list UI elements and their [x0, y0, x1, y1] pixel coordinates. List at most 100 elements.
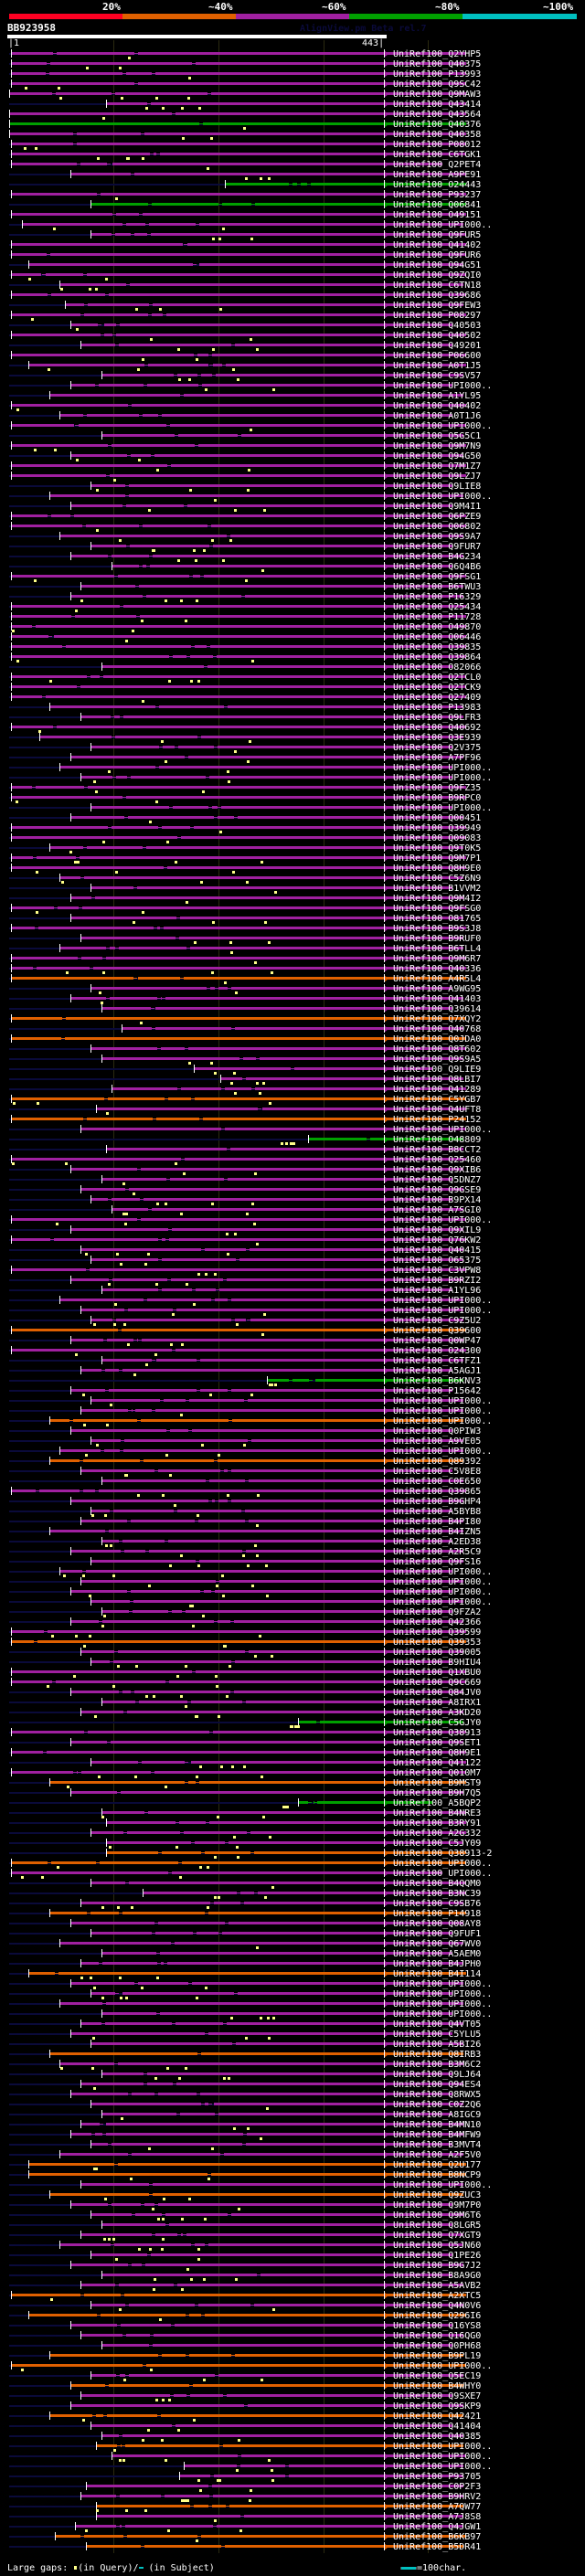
alignment-row[interactable]: UniRef100_Q42366: [0, 1617, 585, 1627]
alignment-row[interactable]: UniRef100_Q8RWX5: [0, 2090, 585, 2100]
subject-label-link[interactable]: UniRef100_C9Z5U2: [393, 1316, 482, 1326]
subject-label-link[interactable]: UniRef100_UPI000..: [393, 1296, 493, 1306]
alignment-row[interactable]: UniRef100_Q9M4I1: [0, 502, 585, 512]
alignment-row[interactable]: UniRef100_B8CCT2: [0, 1145, 585, 1155]
subject-label-link[interactable]: UniRef100_O24300: [393, 1346, 482, 1356]
alignment-row[interactable]: UniRef100_Q89392: [0, 1457, 585, 1467]
subject-label-link[interactable]: UniRef100_B4MN10: [393, 2120, 482, 2130]
alignment-row[interactable]: UniRef100_Q9MAW3: [0, 90, 585, 100]
alignment-row[interactable]: UniRef100_C3VPW8: [0, 1266, 585, 1276]
alignment-row[interactable]: UniRef100_Q9FSG1: [0, 572, 585, 582]
subject-label-link[interactable]: UniRef100_Q8LBI7: [393, 1075, 482, 1085]
alignment-row[interactable]: UniRef100_Q39949: [0, 823, 585, 833]
alignment-row[interactable]: UniRef100_B8A9G0: [0, 2271, 585, 2281]
subject-label-link[interactable]: UniRef100_UPI000..: [393, 2452, 493, 2462]
subject-label-link[interactable]: UniRef100_Q9FZA2: [393, 1607, 482, 1617]
subject-label-link[interactable]: UniRef100_Q0PH68: [393, 2341, 482, 2351]
subject-label-link[interactable]: UniRef100_Q6Q4B6: [393, 562, 482, 572]
subject-label-link[interactable]: UniRef100_P08297: [393, 311, 482, 321]
subject-label-link[interactable]: UniRef100_Q42366: [393, 1617, 482, 1627]
alignment-row[interactable]: UniRef100_Q9FSG0: [0, 904, 585, 914]
subject-label-link[interactable]: UniRef100_A7J8S8: [393, 2512, 482, 2522]
alignment-row[interactable]: UniRef100_Q7XQY2: [0, 1014, 585, 1024]
subject-label-link[interactable]: UniRef100_Q8H9E1: [393, 1748, 482, 1758]
alignment-row[interactable]: UniRef100_Q9M6T6: [0, 2210, 585, 2221]
subject-label-link[interactable]: UniRef100_P15642: [393, 1386, 482, 1396]
subject-label-link[interactable]: UniRef100_B3MVT4: [393, 2140, 482, 2150]
subject-label-link[interactable]: UniRef100_Q010M7: [393, 1768, 482, 1778]
alignment-row[interactable]: UniRef100_B9RPC0: [0, 793, 585, 803]
alignment-row[interactable]: UniRef100_B9HIU4: [0, 1658, 585, 1668]
subject-label-link[interactable]: UniRef100_O65375: [393, 1256, 482, 1266]
subject-label-link[interactable]: UniRef100_Q9ZUC3: [393, 2190, 482, 2200]
alignment-row[interactable]: UniRef100_B4IZN5: [0, 1527, 585, 1537]
alignment-row[interactable]: UniRef100_B3RY91: [0, 1818, 585, 1829]
alignment-row[interactable]: UniRef100_Q39353: [0, 1638, 585, 1648]
subject-label-link[interactable]: UniRef100_Q7M1Z7: [393, 461, 482, 472]
alignment-row[interactable]: UniRef100_Q40503: [0, 321, 585, 331]
subject-label-link[interactable]: UniRef100_Q38913: [393, 1728, 482, 1738]
subject-label-link[interactable]: UniRef100_Q8LGR5: [393, 2221, 482, 2231]
alignment-row[interactable]: UniRef100_A2R5C9: [0, 1547, 585, 1557]
alignment-row[interactable]: UniRef100_C5YGB7: [0, 1095, 585, 1105]
subject-label-link[interactable]: UniRef100_Q0JDA0: [393, 1034, 482, 1044]
alignment-row[interactable]: UniRef100_Q94G51: [0, 260, 585, 270]
subject-label-link[interactable]: UniRef100_UPI000..: [393, 803, 493, 813]
subject-label-link[interactable]: UniRef100_UPI000..: [393, 1447, 493, 1457]
subject-label-link[interactable]: UniRef100_UPI000..: [393, 1859, 493, 1869]
subject-label-link[interactable]: UniRef100_Q9GSE9: [393, 1185, 482, 1195]
subject-label-link[interactable]: UniRef100_B4QQM0: [393, 1879, 482, 1889]
subject-label-link[interactable]: UniRef100_O49151: [393, 210, 482, 220]
subject-label-link[interactable]: UniRef100_Q40503: [393, 321, 482, 331]
subject-label-link[interactable]: UniRef100_Q40376: [393, 120, 482, 130]
alignment-row[interactable]: UniRef100_B9MST9: [0, 1778, 585, 1788]
subject-label-link[interactable]: UniRef100_Q27409: [393, 693, 482, 703]
alignment-row[interactable]: UniRef100_Q84JV0: [0, 1688, 585, 1698]
subject-label-link[interactable]: UniRef100_Q06841: [393, 200, 482, 210]
alignment-row[interactable]: UniRef100_Q9LZJ7: [0, 472, 585, 482]
alignment-row[interactable]: UniRef100_Q40768: [0, 1024, 585, 1034]
alignment-row[interactable]: UniRef100_B1VVM2: [0, 884, 585, 894]
alignment-row[interactable]: UniRef100_P08297: [0, 311, 585, 321]
subject-label-link[interactable]: UniRef100_Q38913-2: [393, 1849, 493, 1859]
subject-label-link[interactable]: UniRef100_Q39005: [393, 1648, 482, 1658]
subject-label-link[interactable]: UniRef100_A5BYB8: [393, 1507, 482, 1517]
subject-label-link[interactable]: UniRef100_Q2V375: [393, 743, 482, 753]
alignment-row[interactable]: UniRef100_UPI000..: [0, 1406, 585, 1416]
alignment-row[interactable]: UniRef100_P24152: [0, 1115, 585, 1125]
alignment-row[interactable]: UniRef100_UPI000..: [0, 763, 585, 773]
subject-label-link[interactable]: UniRef100_Q9FS16: [393, 1557, 482, 1567]
alignment-row[interactable]: UniRef100_A3KD20: [0, 1708, 585, 1718]
subject-label-link[interactable]: UniRef100_A0T1J5: [393, 361, 482, 371]
alignment-row[interactable]: UniRef100_Q4VT05: [0, 2019, 585, 2030]
alignment-row[interactable]: UniRef100_B4G234: [0, 552, 585, 562]
subject-label-link[interactable]: UniRef100_B4G234: [393, 552, 482, 562]
alignment-row[interactable]: UniRef100_Q39686: [0, 291, 585, 301]
subject-label-link[interactable]: UniRef100_Q9FUR5: [393, 230, 482, 240]
subject-label-link[interactable]: UniRef100_Q9FSG1: [393, 572, 482, 582]
alignment-row[interactable]: UniRef100_Q06841: [0, 200, 585, 210]
subject-label-link[interactable]: UniRef100_B6TWU3: [393, 582, 482, 592]
alignment-row[interactable]: UniRef100_UPI000..: [0, 2452, 585, 2462]
subject-label-link[interactable]: UniRef100_Q39864: [393, 652, 482, 663]
alignment-row[interactable]: UniRef100_Q40402: [0, 401, 585, 411]
alignment-row[interactable]: UniRef100_Q39864: [0, 652, 585, 663]
alignment-row[interactable]: UniRef100_C9SB76: [0, 1899, 585, 1909]
alignment-row[interactable]: UniRef100_Q67WV0: [0, 1939, 585, 1949]
alignment-row[interactable]: UniRef100_Q9XIL9: [0, 1225, 585, 1235]
subject-label-link[interactable]: UniRef100_UPI000..: [393, 1125, 493, 1135]
subject-label-link[interactable]: UniRef100_Q5DNZ7: [393, 1175, 482, 1185]
alignment-row[interactable]: UniRef100_UPI000..: [0, 2361, 585, 2371]
alignment-row[interactable]: UniRef100_A0T1J5: [0, 361, 585, 371]
alignment-row[interactable]: UniRef100_A9WG95: [0, 984, 585, 994]
alignment-row[interactable]: UniRef100_UPI000..: [0, 1989, 585, 1999]
alignment-row[interactable]: UniRef100_Q3E939: [0, 733, 585, 743]
subject-label-link[interactable]: UniRef100_A1YL96: [393, 1286, 482, 1296]
subject-label-link[interactable]: UniRef100_B4I114: [393, 1969, 482, 1979]
alignment-row[interactable]: UniRef100_Q1PE26: [0, 2251, 585, 2261]
subject-label-link[interactable]: UniRef100_Q2TCL0: [393, 673, 482, 683]
alignment-row[interactable]: UniRef100_O24300: [0, 1346, 585, 1356]
subject-label-link[interactable]: UniRef100_Q94G50: [393, 451, 482, 461]
subject-label-link[interactable]: UniRef100_P13993: [393, 69, 482, 80]
alignment-row[interactable]: UniRef100_P13983: [0, 703, 585, 713]
